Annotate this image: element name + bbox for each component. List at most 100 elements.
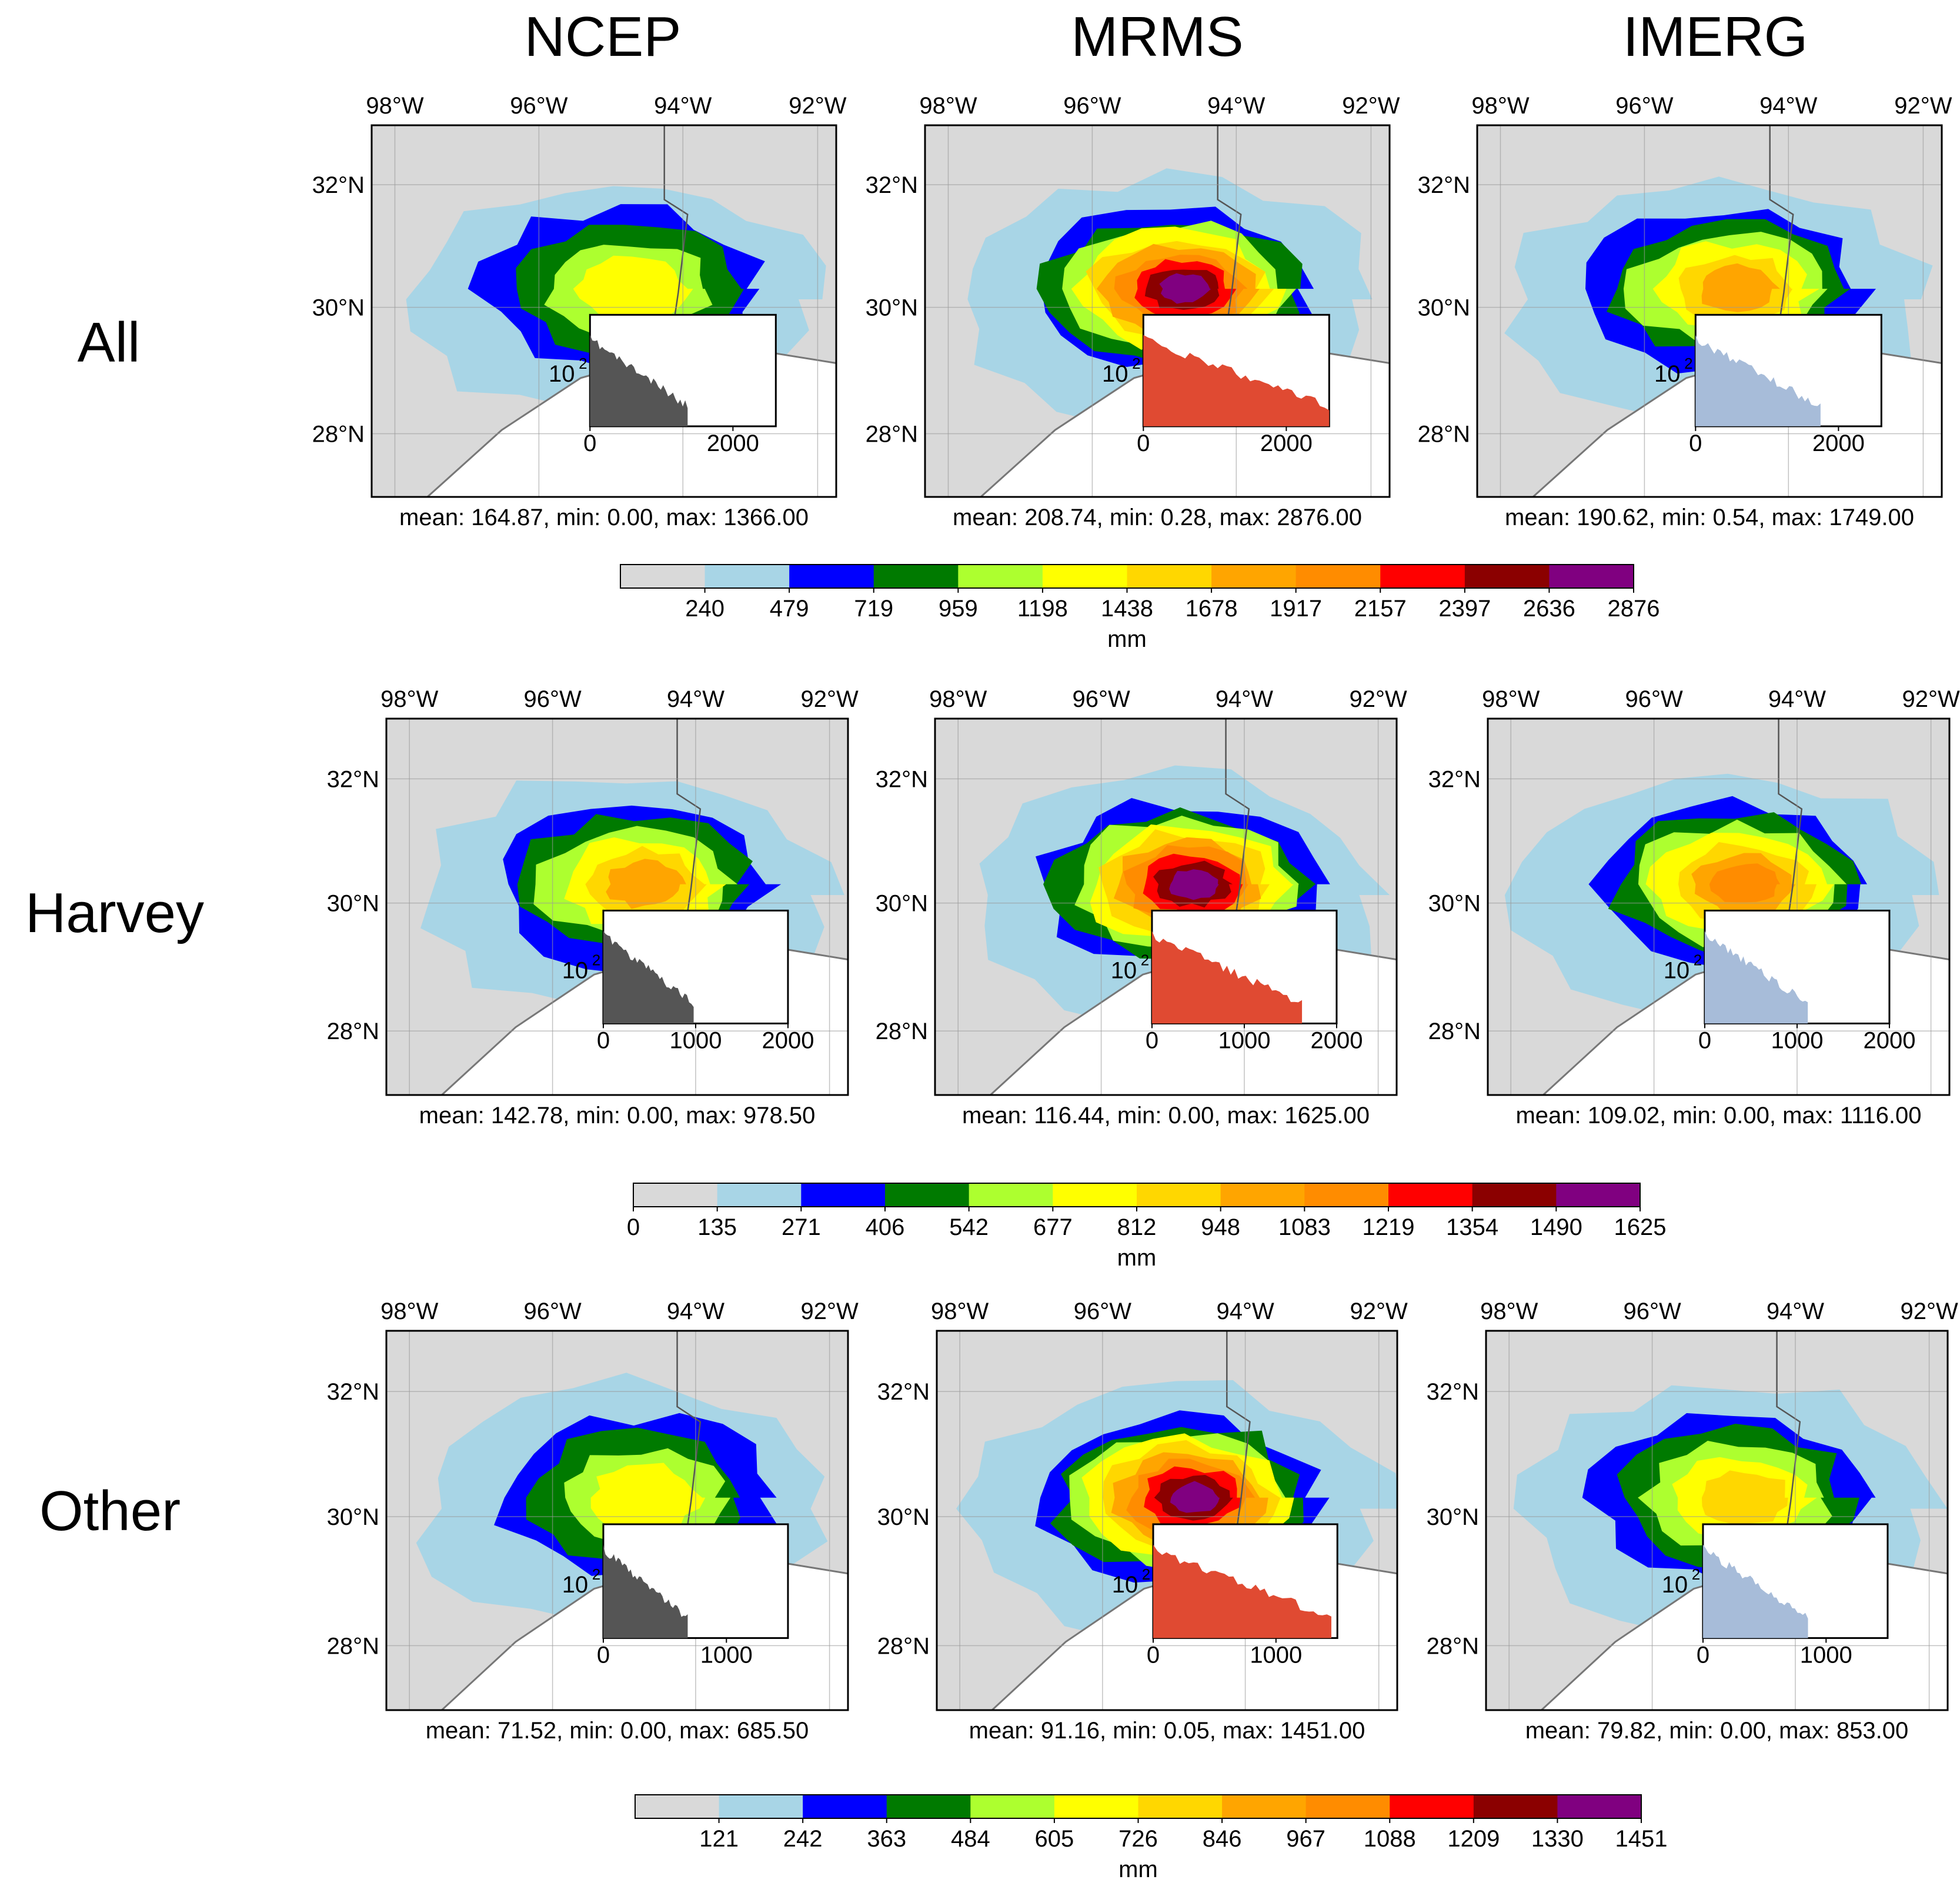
colorbar-segment <box>1473 1795 1558 1818</box>
colorbar-tick-label: 271 <box>782 1214 821 1240</box>
lon-tick-label: 94°W <box>1759 93 1817 119</box>
histogram-xtick-label: 1000 <box>700 1642 753 1668</box>
state-border <box>663 125 689 356</box>
histogram-ylabel: 10 <box>1102 361 1128 387</box>
lon-tick-label: 98°W <box>919 93 977 119</box>
histogram-xtick-label: 1000 <box>1218 1027 1270 1053</box>
colorbar-segment <box>970 1795 1055 1818</box>
colorbar-segment <box>717 1183 802 1207</box>
histogram-ylabel: 10 <box>549 361 575 387</box>
lat-tick-label: 30°N <box>327 891 379 917</box>
colorbar-tick-label: 240 <box>685 596 724 622</box>
histogram-ylabel-exponent: 2 <box>1141 951 1149 969</box>
histogram-bars <box>1695 335 1821 426</box>
histogram-ylabel-exponent: 2 <box>579 355 587 372</box>
colorbar-tick-label: 1330 <box>1531 1826 1584 1852</box>
map-panel-all-imerg: 98°W 96°W 94°W 92°W 32°N 30°N 28°N mean: 190.62… <box>1418 93 1952 530</box>
lat-tick-label: 30°N <box>1418 295 1470 321</box>
colorbar-tick-label: 406 <box>866 1214 905 1240</box>
map-field <box>1486 1331 1948 1710</box>
histogram-xtick-label: 0 <box>1697 1642 1709 1668</box>
colorbar-unit-label: mm <box>1118 1857 1158 1882</box>
lat-tick-label: 30°N <box>1428 891 1481 917</box>
map-panel-harvey-mrms: 98°W 96°W 94°W 92°W 32°N 30°N 28°N mean: 116.44… <box>876 686 1407 1129</box>
histogram-ylabel: 10 <box>1111 958 1137 984</box>
colorbar-tick-label: 948 <box>1201 1214 1240 1240</box>
lon-tick-label: 96°W <box>523 686 581 712</box>
histogram-ylabel-exponent: 2 <box>592 1565 600 1583</box>
colorbar-tick-label: 0 <box>627 1214 640 1240</box>
histogram-xtick-label: 0 <box>597 1027 610 1053</box>
colorbar-segment <box>633 1183 718 1207</box>
colorbar-segment <box>1304 1183 1389 1207</box>
lat-tick-label: 30°N <box>1427 1504 1479 1530</box>
lat-tick-label: 28°N <box>877 1633 930 1659</box>
histogram-bars <box>603 930 694 1024</box>
map-frame <box>1487 717 1951 1096</box>
lon-tick-label: 92°W <box>1894 93 1952 119</box>
lon-tick-label: 92°W <box>1342 93 1400 119</box>
histogram-xtick-label: 2000 <box>1863 1027 1915 1053</box>
colorbar-segment <box>1220 1183 1305 1207</box>
column-title-ncep: NCEP <box>525 5 682 68</box>
colorbar-tick-label: 1490 <box>1530 1214 1582 1240</box>
state-border <box>1225 719 1250 952</box>
lon-tick-label: 94°W <box>1207 93 1265 119</box>
lat-tick-label: 30°N <box>866 295 918 321</box>
lon-tick-label: 96°W <box>1074 1298 1131 1324</box>
lat-tick-label: 30°N <box>327 1504 379 1530</box>
colorbar-segment <box>620 565 706 588</box>
colorbar-tick-label: 1438 <box>1101 596 1153 622</box>
column-title-mrms: MRMS <box>1071 5 1243 68</box>
colorbar-segment <box>885 1183 970 1207</box>
histogram-xtick-label: 0 <box>1147 1642 1160 1668</box>
map-frame <box>1485 1330 1949 1711</box>
rain-contour-level-7 <box>1701 263 1780 312</box>
lon-tick-label: 92°W <box>800 686 858 712</box>
histogram-bars <box>590 335 688 426</box>
state-border <box>1776 1331 1801 1567</box>
row-label-other: Other <box>39 1480 181 1543</box>
state-border <box>1778 719 1803 952</box>
colorbar-tick-label: 363 <box>867 1826 906 1852</box>
colorbar-segment <box>1557 1795 1642 1818</box>
lon-tick-label: 94°W <box>1216 1298 1274 1324</box>
map-field <box>935 719 1397 1095</box>
colorbar-tick-label: 719 <box>854 596 893 622</box>
colorbar-tick-label: 1083 <box>1278 1214 1331 1240</box>
lon-tick-label: 96°W <box>1063 93 1121 119</box>
lon-tick-label: 94°W <box>654 93 712 119</box>
colorbar-tick-label: 2397 <box>1438 596 1491 622</box>
lon-tick-label: 92°W <box>800 1298 858 1324</box>
histogram-bars <box>1151 930 1303 1024</box>
histogram-ylabel: 10 <box>562 958 589 984</box>
rain-contour-level-11 <box>1169 869 1219 900</box>
colorbar-all: 240 479 719 959 1198 1438 1678 1917 2157 2397 2636… <box>620 564 1660 652</box>
colorbar-tick-label: 242 <box>783 1826 823 1852</box>
lat-tick-label: 32°N <box>877 1379 930 1405</box>
colorbar-segment <box>969 1183 1053 1207</box>
colorbar-tick-label: 479 <box>770 596 809 622</box>
colorbar-tick-label: 1354 <box>1446 1214 1498 1240</box>
lat-tick-label: 30°N <box>877 1504 930 1530</box>
state-border <box>1769 125 1794 356</box>
lon-tick-label: 94°W <box>1216 686 1273 712</box>
colorbar-tick-label: 2876 <box>1608 596 1660 622</box>
map-field <box>937 1331 1397 1710</box>
histogram-xtick-label: 2000 <box>1260 430 1313 456</box>
lat-tick-label: 28°N <box>312 422 365 448</box>
histogram-bars <box>603 1544 688 1638</box>
stats-text: mean: 190.62, min: 0.54, max: 1749.00 <box>1505 505 1914 530</box>
map-panel-all-mrms: 98°W 96°W 94°W 92°W 32°N 30°N 28°N mean: 208.74… <box>866 93 1400 530</box>
lon-tick-label: 94°W <box>1767 1298 1824 1324</box>
map-panel-other-imerg: 98°W 96°W 94°W 92°W 32°N 30°N 28°N mean: 79.82,… <box>1427 1298 1958 1744</box>
histogram-ylabel: 10 <box>1654 361 1681 387</box>
histogram-ylabel-exponent: 2 <box>1694 951 1702 969</box>
colorbar-tick-label: 959 <box>939 596 978 622</box>
colorbar-segment <box>1556 1183 1641 1207</box>
lon-tick-label: 96°W <box>1623 1298 1681 1324</box>
colorbar-tick-label: 1678 <box>1186 596 1238 622</box>
map-frame <box>370 124 837 498</box>
histogram-xtick-label: 0 <box>1698 1027 1711 1053</box>
